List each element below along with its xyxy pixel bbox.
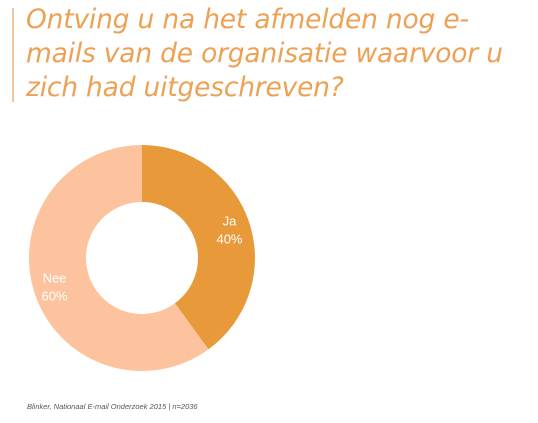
slice-ja [142, 145, 255, 350]
slice-label-nee: Nee [43, 270, 67, 285]
slice-value-nee: 60% [41, 288, 67, 303]
title-accent-bar [12, 8, 14, 102]
slice-nee [28, 145, 209, 371]
slice-label-ja: Ja [223, 214, 238, 229]
slice-value-ja: 40% [216, 232, 242, 247]
chart-title: Ontving u na het afmelden nog e-mails va… [26, 4, 503, 103]
source-note: Blinker, Nationaal E-mail Onderzoek 2015… [27, 402, 198, 411]
